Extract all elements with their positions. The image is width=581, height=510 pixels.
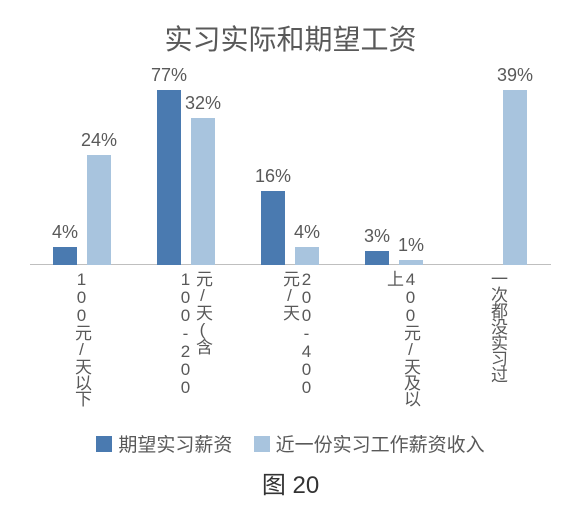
bar: 1% <box>399 260 423 265</box>
bar-value-label: 32% <box>185 93 221 114</box>
legend-item: 近一份实习工作薪资收入 <box>254 430 485 457</box>
legend-swatch <box>96 436 112 452</box>
legend-label: 近一份实习工作薪资收入 <box>276 430 485 457</box>
bar: 39% <box>503 90 527 265</box>
legend-label: 期望实习薪资 <box>118 430 232 457</box>
x-axis-label: 400元/天及以上 <box>385 270 419 420</box>
bar: 24% <box>87 155 111 265</box>
bar-value-label: 77% <box>151 65 187 86</box>
x-axis-label: 100元/天以下 <box>73 270 90 406</box>
bar: 4% <box>53 247 77 265</box>
x-axis-label: 元/天(含100-200 <box>177 270 211 420</box>
chart-title: 实习实际和期望工资 <box>0 0 581 58</box>
bar-value-label: 3% <box>364 226 390 247</box>
bar-value-label: 1% <box>398 235 424 256</box>
bar: 32% <box>191 118 215 265</box>
bar: 77% <box>157 90 181 265</box>
bar-value-label: 4% <box>294 222 320 243</box>
x-axis-label: 200-400元/天 <box>281 270 315 420</box>
bar: 3% <box>365 251 389 265</box>
bar-value-label: 4% <box>52 222 78 243</box>
bar-value-label: 24% <box>81 130 117 151</box>
bar: 16% <box>261 191 285 265</box>
legend-swatch <box>254 436 270 452</box>
bar-value-label: 39% <box>497 65 533 86</box>
figure-caption: 图 20 <box>0 465 581 500</box>
chart-plot-area: 4%24%77%32%16%4%3%1%39% <box>30 65 551 265</box>
bar-value-label: 16% <box>255 166 291 187</box>
legend-item: 期望实习薪资 <box>96 430 232 457</box>
bar: 4% <box>295 247 319 265</box>
x-axis-labels: 100元/天以下 元/天(含100-200 200-400元/天 400元/天及以上 一… <box>30 270 551 420</box>
x-axis-label: 一次都没实习过 <box>489 270 506 382</box>
legend: 期望实习薪资 近一份实习工作薪资收入 <box>0 430 581 458</box>
